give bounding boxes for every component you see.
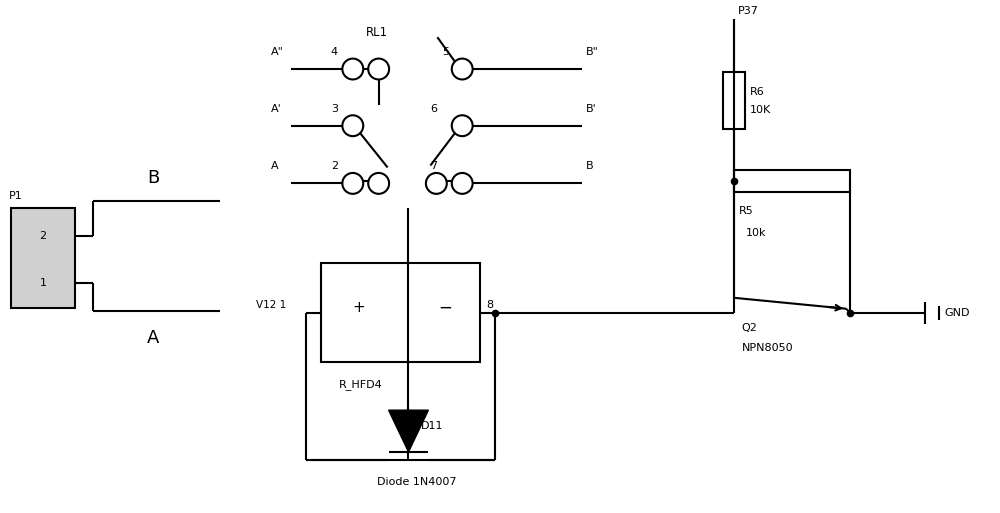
Text: P1: P1 [9,191,22,201]
Text: Diode 1N4007: Diode 1N4007 [377,477,456,487]
Text: 6: 6 [430,104,437,114]
Text: V12 1: V12 1 [256,300,287,310]
Bar [734,170,850,192]
Text: RL1: RL1 [366,26,388,38]
Text: A": A" [271,47,284,57]
Text: A: A [271,162,279,171]
Text: 2: 2 [39,231,47,241]
Text: 8: 8 [486,300,493,310]
Bar [11,208,75,308]
Text: P37: P37 [738,6,759,16]
Text: 1: 1 [39,278,46,288]
Text: B': B' [586,104,596,114]
Text: B": B" [586,47,598,57]
Polygon shape [389,410,428,452]
Text: Q2: Q2 [742,323,758,332]
Text: 5: 5 [442,47,449,57]
Text: R5: R5 [739,206,753,216]
Text: 7: 7 [430,162,438,171]
Text: +: + [352,300,365,315]
Text: R6: R6 [750,87,764,97]
Text: B: B [147,169,159,187]
Text: A': A' [271,104,282,114]
Text: NPN8050: NPN8050 [742,343,793,352]
Text: 10K: 10K [750,105,771,115]
Text: D11: D11 [420,421,443,431]
Text: B: B [586,162,593,171]
Text: 10k: 10k [746,228,766,238]
Text: R_HFD4: R_HFD4 [339,379,383,390]
Text: 4: 4 [331,47,338,57]
Text: 2: 2 [331,162,338,171]
Text: A: A [147,328,159,347]
Bar [321,263,480,362]
Bar [723,72,745,129]
Text: GND: GND [945,308,970,318]
Text: −: − [438,299,452,317]
Text: 3: 3 [331,104,338,114]
